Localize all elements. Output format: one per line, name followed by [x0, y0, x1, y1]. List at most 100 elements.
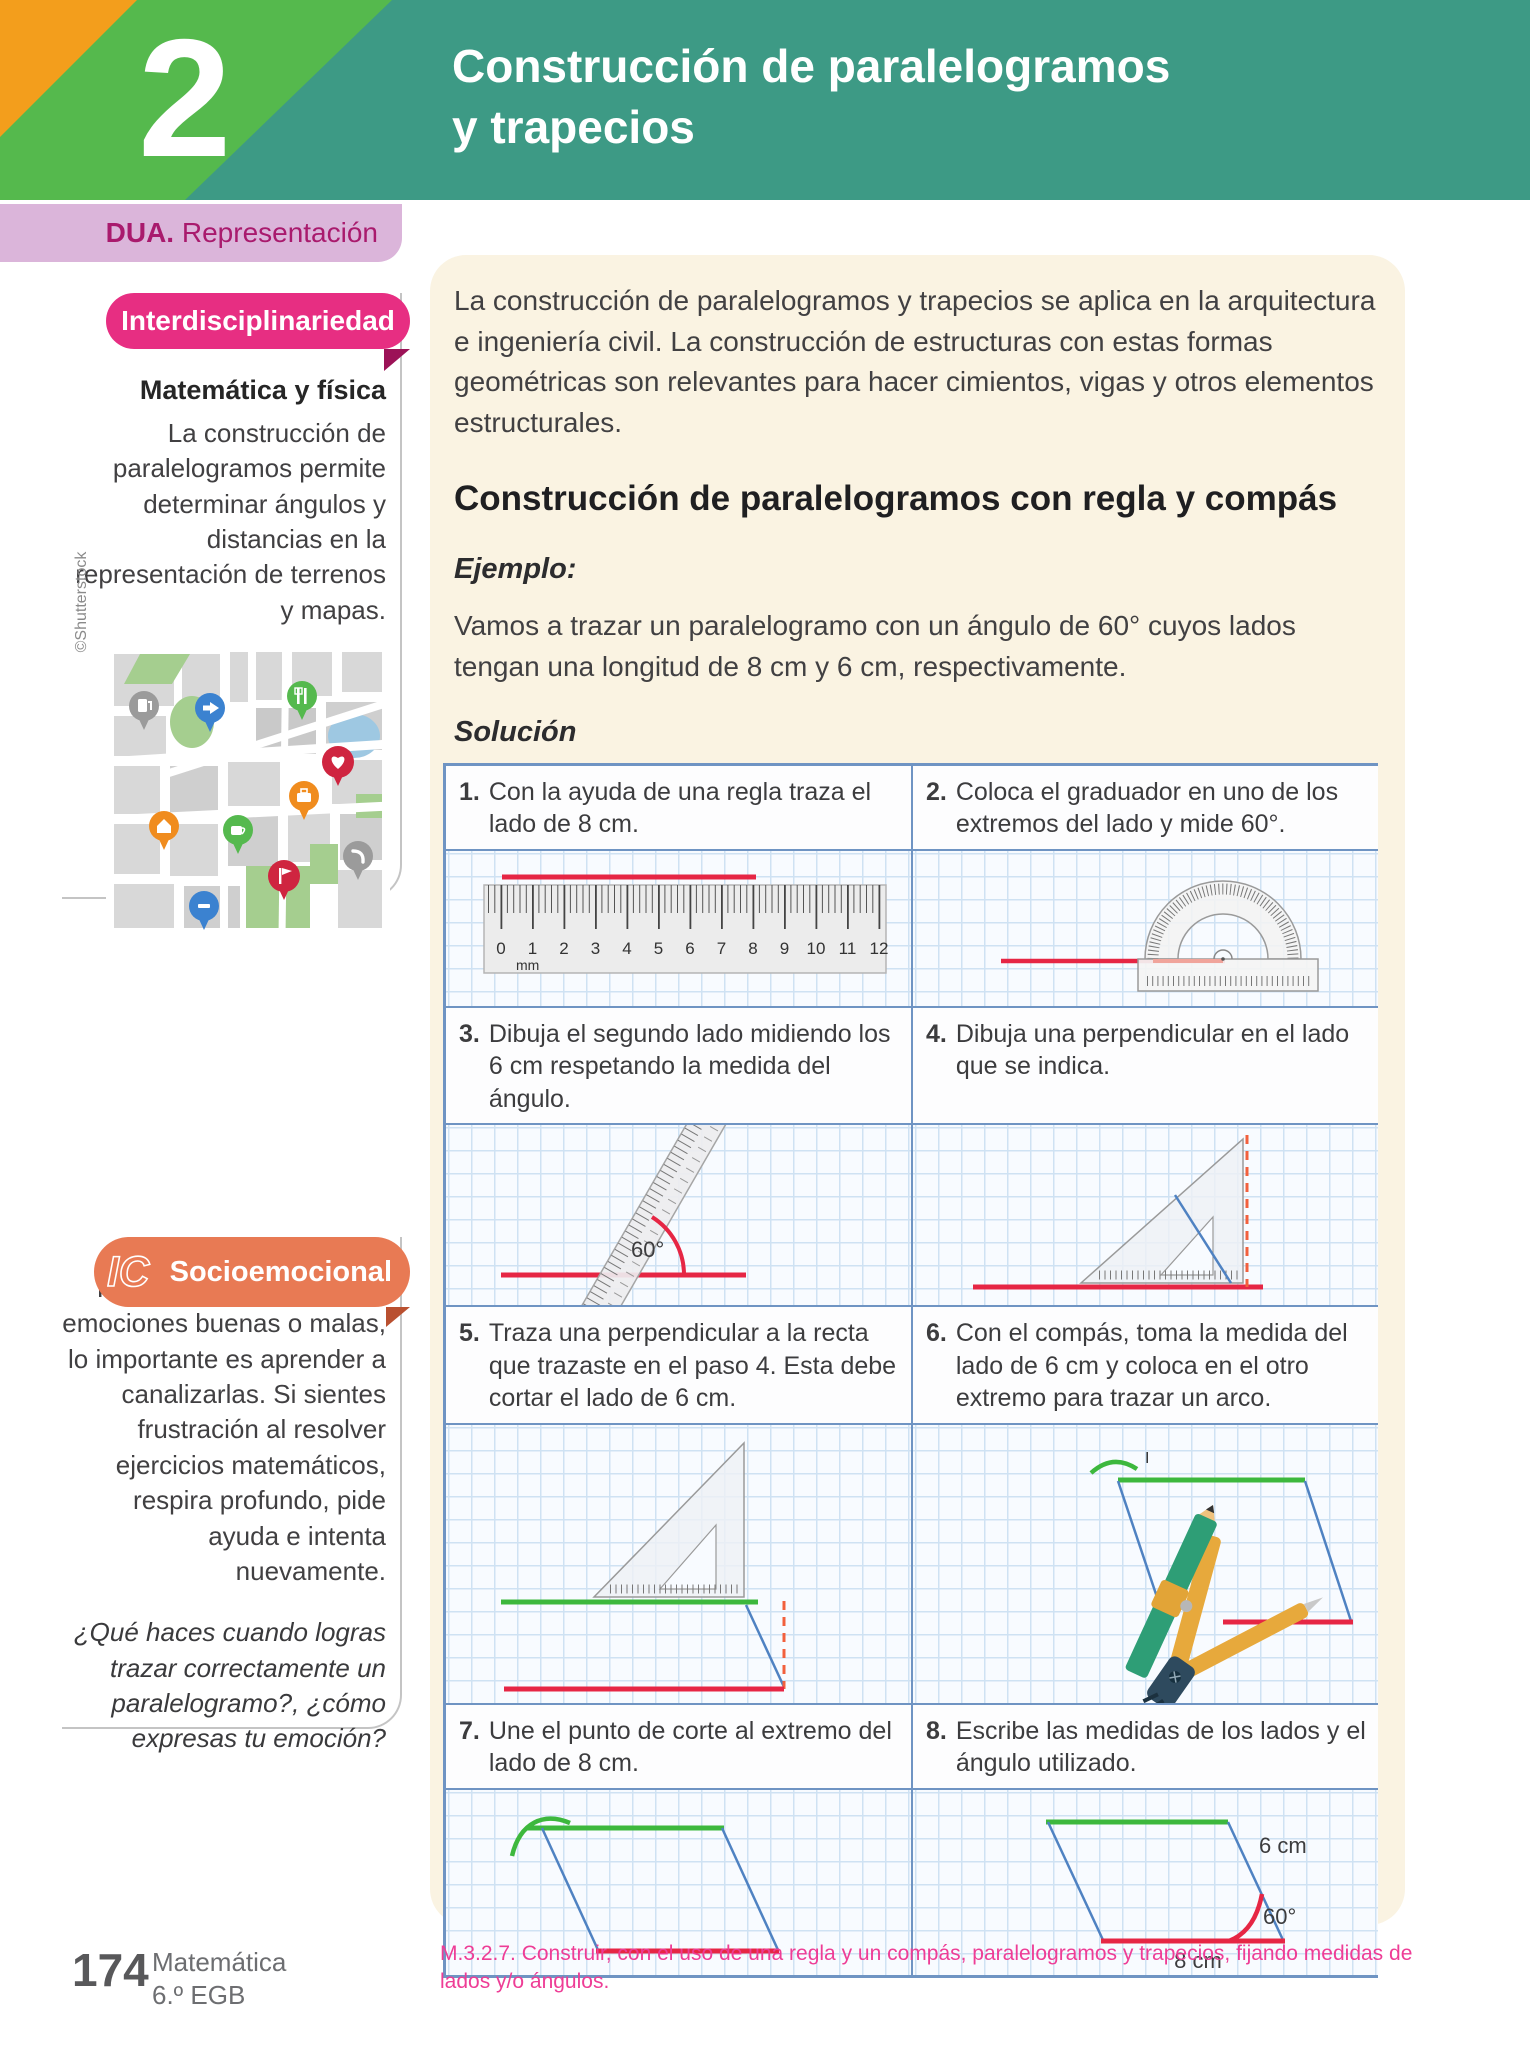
- angle-label: 60°: [631, 1237, 664, 1262]
- city-map-illustration: [105, 644, 392, 941]
- svg-text:1: 1: [528, 939, 537, 958]
- angle-label: 60°: [1263, 1904, 1296, 1929]
- svg-text:8: 8: [748, 939, 757, 958]
- svg-text:9: 9: [780, 939, 789, 958]
- step-text: Escribe las medidas de los lados y el án…: [955, 1716, 1366, 1778]
- step-2-illustration: [913, 850, 1378, 1006]
- map-pins: [129, 681, 373, 931]
- center-notch: [1213, 948, 1233, 959]
- socioemotional-badge-label: Socioemocional: [169, 1255, 392, 1288]
- protractor-arc-body: [1144, 879, 1302, 960]
- mm-label: mm: [516, 957, 539, 973]
- step-number: 1.: [459, 777, 480, 806]
- svg-text:7: 7: [717, 939, 726, 958]
- step-text: Une el punto de corte al extremo del lad…: [488, 1716, 892, 1778]
- pencil-reflection-mark: I: [1145, 1450, 1149, 1467]
- socioemotional-question: ¿Qué haces cuando logras trazar correcta…: [73, 1617, 386, 1754]
- interdisciplinary-badge: Interdisciplinariedad: [106, 293, 410, 349]
- ic-logo-icon: IC: [106, 1247, 150, 1296]
- phone-pin: [343, 841, 373, 881]
- blue-right-side: [720, 1827, 780, 1951]
- step-1-illustration: 0 1 2 3 4 5 6 7 8 9 10 11 12 mm: [446, 850, 911, 1006]
- svg-text:12: 12: [870, 939, 889, 958]
- interdisciplinary-card: Interdisciplinariedad Matemática y físic…: [62, 293, 410, 937]
- protractor-base: [1137, 957, 1319, 992]
- main-content-panel: La construcción de paralelogramos y trap…: [430, 255, 1405, 1978]
- blue-left-side: [540, 1827, 600, 1951]
- center-point: [1221, 956, 1225, 961]
- green-arc-mark: [509, 1816, 571, 1857]
- svg-text:4: 4: [622, 939, 631, 958]
- step-7-caption: 7. Une el punto de corte al extremo del l…: [446, 1704, 911, 1788]
- step-3-illustration: 60°: [446, 1072, 911, 1339]
- compass: [1125, 1504, 1323, 1716]
- compass-handle: [1142, 1655, 1195, 1716]
- blue-left-side: [1046, 1821, 1105, 1941]
- step-5-illustration: [446, 1424, 911, 1703]
- interdisciplinary-body: La construcción de paralelogramos permit…: [75, 418, 386, 625]
- badge-fold: [384, 349, 410, 371]
- blue-right-side: [1226, 1821, 1285, 1941]
- step-5-caption: 5. Traza una perpendicular a la recta que…: [446, 1307, 911, 1423]
- step-7-illustration: [446, 1789, 911, 1975]
- labeled-parallelogram-illustration: 6 cm 60° 8 cm: [1046, 1819, 1307, 1973]
- step-4-caption: 4. Dibuja una perpendicular en el lado qu…: [913, 1007, 1378, 1124]
- step-1-caption: 1. Con la ayuda de una regla traza el lad…: [446, 765, 911, 849]
- city-map: [105, 644, 392, 937]
- fuel-pin: [129, 691, 159, 731]
- solution-steps-table: 1. Con la ayuda de una regla traza el lad…: [443, 762, 1378, 1978]
- blue-6cm-side: [744, 1604, 786, 1688]
- restaurant-pin: [287, 681, 317, 721]
- step-number: 7.: [459, 1716, 480, 1745]
- step-6-illustration: I: [913, 1424, 1378, 1716]
- ic-logo-text: IC: [107, 1248, 150, 1295]
- minus-pin: [189, 891, 219, 931]
- side-6cm-label: 6 cm: [1259, 1833, 1307, 1858]
- page-title-line1: Construcción de paralelogramos: [452, 40, 1171, 92]
- compass-leg-b: [1178, 1596, 1323, 1680]
- dua-label: DUA.: [105, 217, 175, 248]
- step-number: 3.: [459, 1019, 480, 1048]
- blue-right-side: [1303, 1480, 1353, 1621]
- compass-leg-a: [1169, 1534, 1221, 1672]
- page-number: 174: [72, 1944, 149, 1996]
- green-band: [0, 0, 392, 200]
- example-text: Vamos a trazar un paralelogramo con un á…: [454, 610, 1296, 682]
- protractor-illustration: [1001, 879, 1319, 992]
- page-title-line2: y trapecios: [452, 101, 695, 154]
- section-heading: Construcción de paralelogramos con regla…: [454, 479, 1338, 519]
- green-arc-mark: [1089, 1459, 1139, 1475]
- flag-pin: [268, 860, 300, 901]
- protractor-degree-ticks: [1147, 883, 1299, 959]
- step-number: 6.: [926, 1319, 947, 1348]
- step-2-caption: 2. Coloca el graduador en uno de los extr…: [913, 765, 1378, 849]
- angle-arc: [650, 1215, 687, 1276]
- badge-fold: [386, 1307, 410, 1327]
- tilted-ruler: [572, 1072, 747, 1339]
- svg-text:5: 5: [654, 939, 663, 958]
- compass-pencil: [1125, 1504, 1217, 1678]
- step-number: 5.: [459, 1319, 480, 1348]
- socioemotional-card: IC Socioemocional Recuerda que no existe…: [62, 1237, 410, 1753]
- ruler-body: [483, 883, 887, 974]
- unit-number: 2: [138, 4, 232, 192]
- side-8cm-label: 8 cm: [1174, 1948, 1222, 1973]
- svg-text:11: 11: [839, 939, 857, 958]
- coffee-pin: [223, 815, 253, 855]
- intro-paragraph: La construcción de paralelogramos y trap…: [454, 285, 1376, 438]
- step-number: 8.: [926, 1716, 947, 1745]
- ruler-illustration: 0 1 2 3 4 5 6 7 8 9 10 11 12 mm: [483, 874, 888, 974]
- socioemotional-badge: IC Socioemocional: [94, 1237, 410, 1307]
- solution-label: Solución: [454, 715, 577, 748]
- step-number: 4.: [926, 1019, 947, 1048]
- step-4-illustration: [913, 1125, 1378, 1306]
- page-title: Construcción de paralelogramos y trapeci…: [452, 36, 1170, 158]
- footer-subject: Matemática: [152, 1947, 287, 1977]
- dua-sublabel: Representación: [174, 217, 378, 248]
- image-credit: ©Shutterstock: [73, 551, 90, 653]
- set-square-illustration: [973, 1135, 1263, 1290]
- footer-subject-grade: Matemática 6.º EGB: [152, 1946, 286, 2011]
- svg-text:0: 0: [496, 939, 505, 958]
- ruler-numbers: 0 1 2 3 4 5 6 7 8 9 10 11 12: [496, 939, 888, 958]
